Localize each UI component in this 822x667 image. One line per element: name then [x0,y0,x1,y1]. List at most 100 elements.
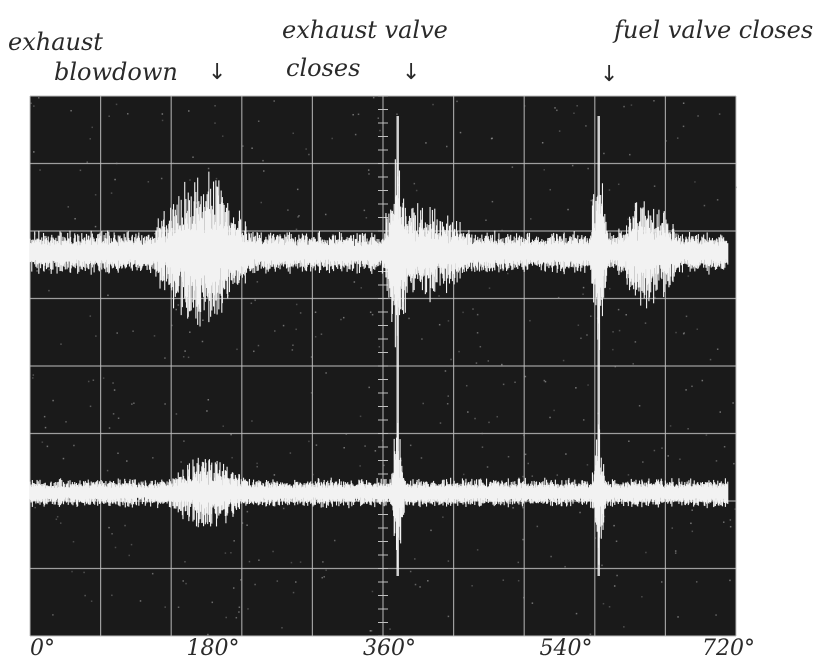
noise-dot [653,449,656,452]
noise-dot [32,374,35,376]
noise-dot [522,538,524,541]
noise-dot [187,356,190,359]
noise-dot [439,422,442,424]
noise-dot [102,377,105,379]
noise-dot [523,434,525,437]
noise-dot [233,540,235,542]
noise-dot [531,475,534,477]
noise-dot [447,615,450,618]
noise-dot [299,561,302,563]
noise-dot [41,441,44,443]
noise-dot [488,421,490,424]
x-tick-label: 180° [186,636,240,661]
noise-dot [207,399,210,401]
event-markers [396,116,600,576]
noise-dot [414,583,417,586]
noise-dot [427,580,429,582]
noise-dot [65,421,67,423]
noise-dot [299,312,302,314]
noise-dot [295,228,298,231]
noise-dot [523,105,526,107]
noise-dot [325,372,327,374]
noise-dot [184,561,186,563]
noise-dot [476,332,479,334]
noise-dot [298,215,300,217]
noise-dot [235,616,238,619]
noise-dot [735,186,737,189]
noise-dot [612,348,614,351]
noise-dot [577,324,580,326]
noise-dot [558,130,561,132]
noise-dot [257,120,260,123]
noise-dot [501,363,503,366]
noise-dot [450,358,452,361]
trace-lower [29,423,729,568]
noise-dot [116,332,118,334]
noise-dot [612,331,614,333]
noise-dot [247,608,249,610]
noise-dot [556,474,559,476]
noise-dot [164,357,166,359]
noise-dot [549,416,551,419]
noise-dot [506,272,509,275]
noise-dot [491,137,493,140]
x-tick-label: 720° [702,636,755,661]
noise-dot [687,275,690,277]
noise-dot [729,579,731,582]
noise-dot [579,511,581,514]
noise-dot [582,419,585,421]
noise-dot [512,507,514,509]
noise-dot [585,125,587,127]
noise-dot [719,411,722,413]
noise-dot [679,458,681,460]
noise-dot [586,464,589,466]
noise-dot [510,230,513,232]
noise-dot [133,402,135,404]
noise-dot [192,156,194,158]
noise-dot [517,561,520,564]
noise-dot [224,552,227,554]
noise-dot [56,515,59,518]
noise-dot [531,602,534,604]
noise-dot [413,182,416,185]
noise-dot [108,427,111,429]
noise-dot [352,113,354,116]
noise-dot [388,218,391,221]
noise-dot [587,384,589,386]
noise-dot [577,235,580,238]
noise-dot [242,145,244,147]
noise-dot [458,350,460,353]
noise-dot [33,105,35,107]
noise-dot [609,287,611,290]
noise-dot [425,142,427,144]
noise-dot [369,311,372,313]
noise-dot [153,335,156,337]
noise-dot [496,415,498,418]
noise-dot [368,173,370,175]
noise-dot [562,359,565,362]
noise-dot [48,268,50,271]
noise-dot [522,475,524,478]
noise-dot [315,444,318,446]
noise-dot [32,377,34,379]
noise-dot [308,153,310,156]
noise-dot [79,169,82,172]
noise-dot [177,606,180,609]
noise-dot [274,330,276,332]
noise-dot [422,402,424,405]
noise-dot [465,384,468,387]
noise-dot [641,595,643,598]
noise-dot [474,417,476,420]
noise-dot [83,571,85,574]
noise-dot [594,537,597,539]
noise-dot [615,540,618,543]
noise-dot [580,337,582,340]
noise-dot [231,456,233,459]
noise-dot [310,480,313,483]
noise-dot [447,320,450,322]
noise-dot [112,382,114,384]
noise-dot [645,551,647,554]
noise-dot [669,425,672,427]
noise-dot [618,329,621,332]
noise-dot [554,107,556,109]
